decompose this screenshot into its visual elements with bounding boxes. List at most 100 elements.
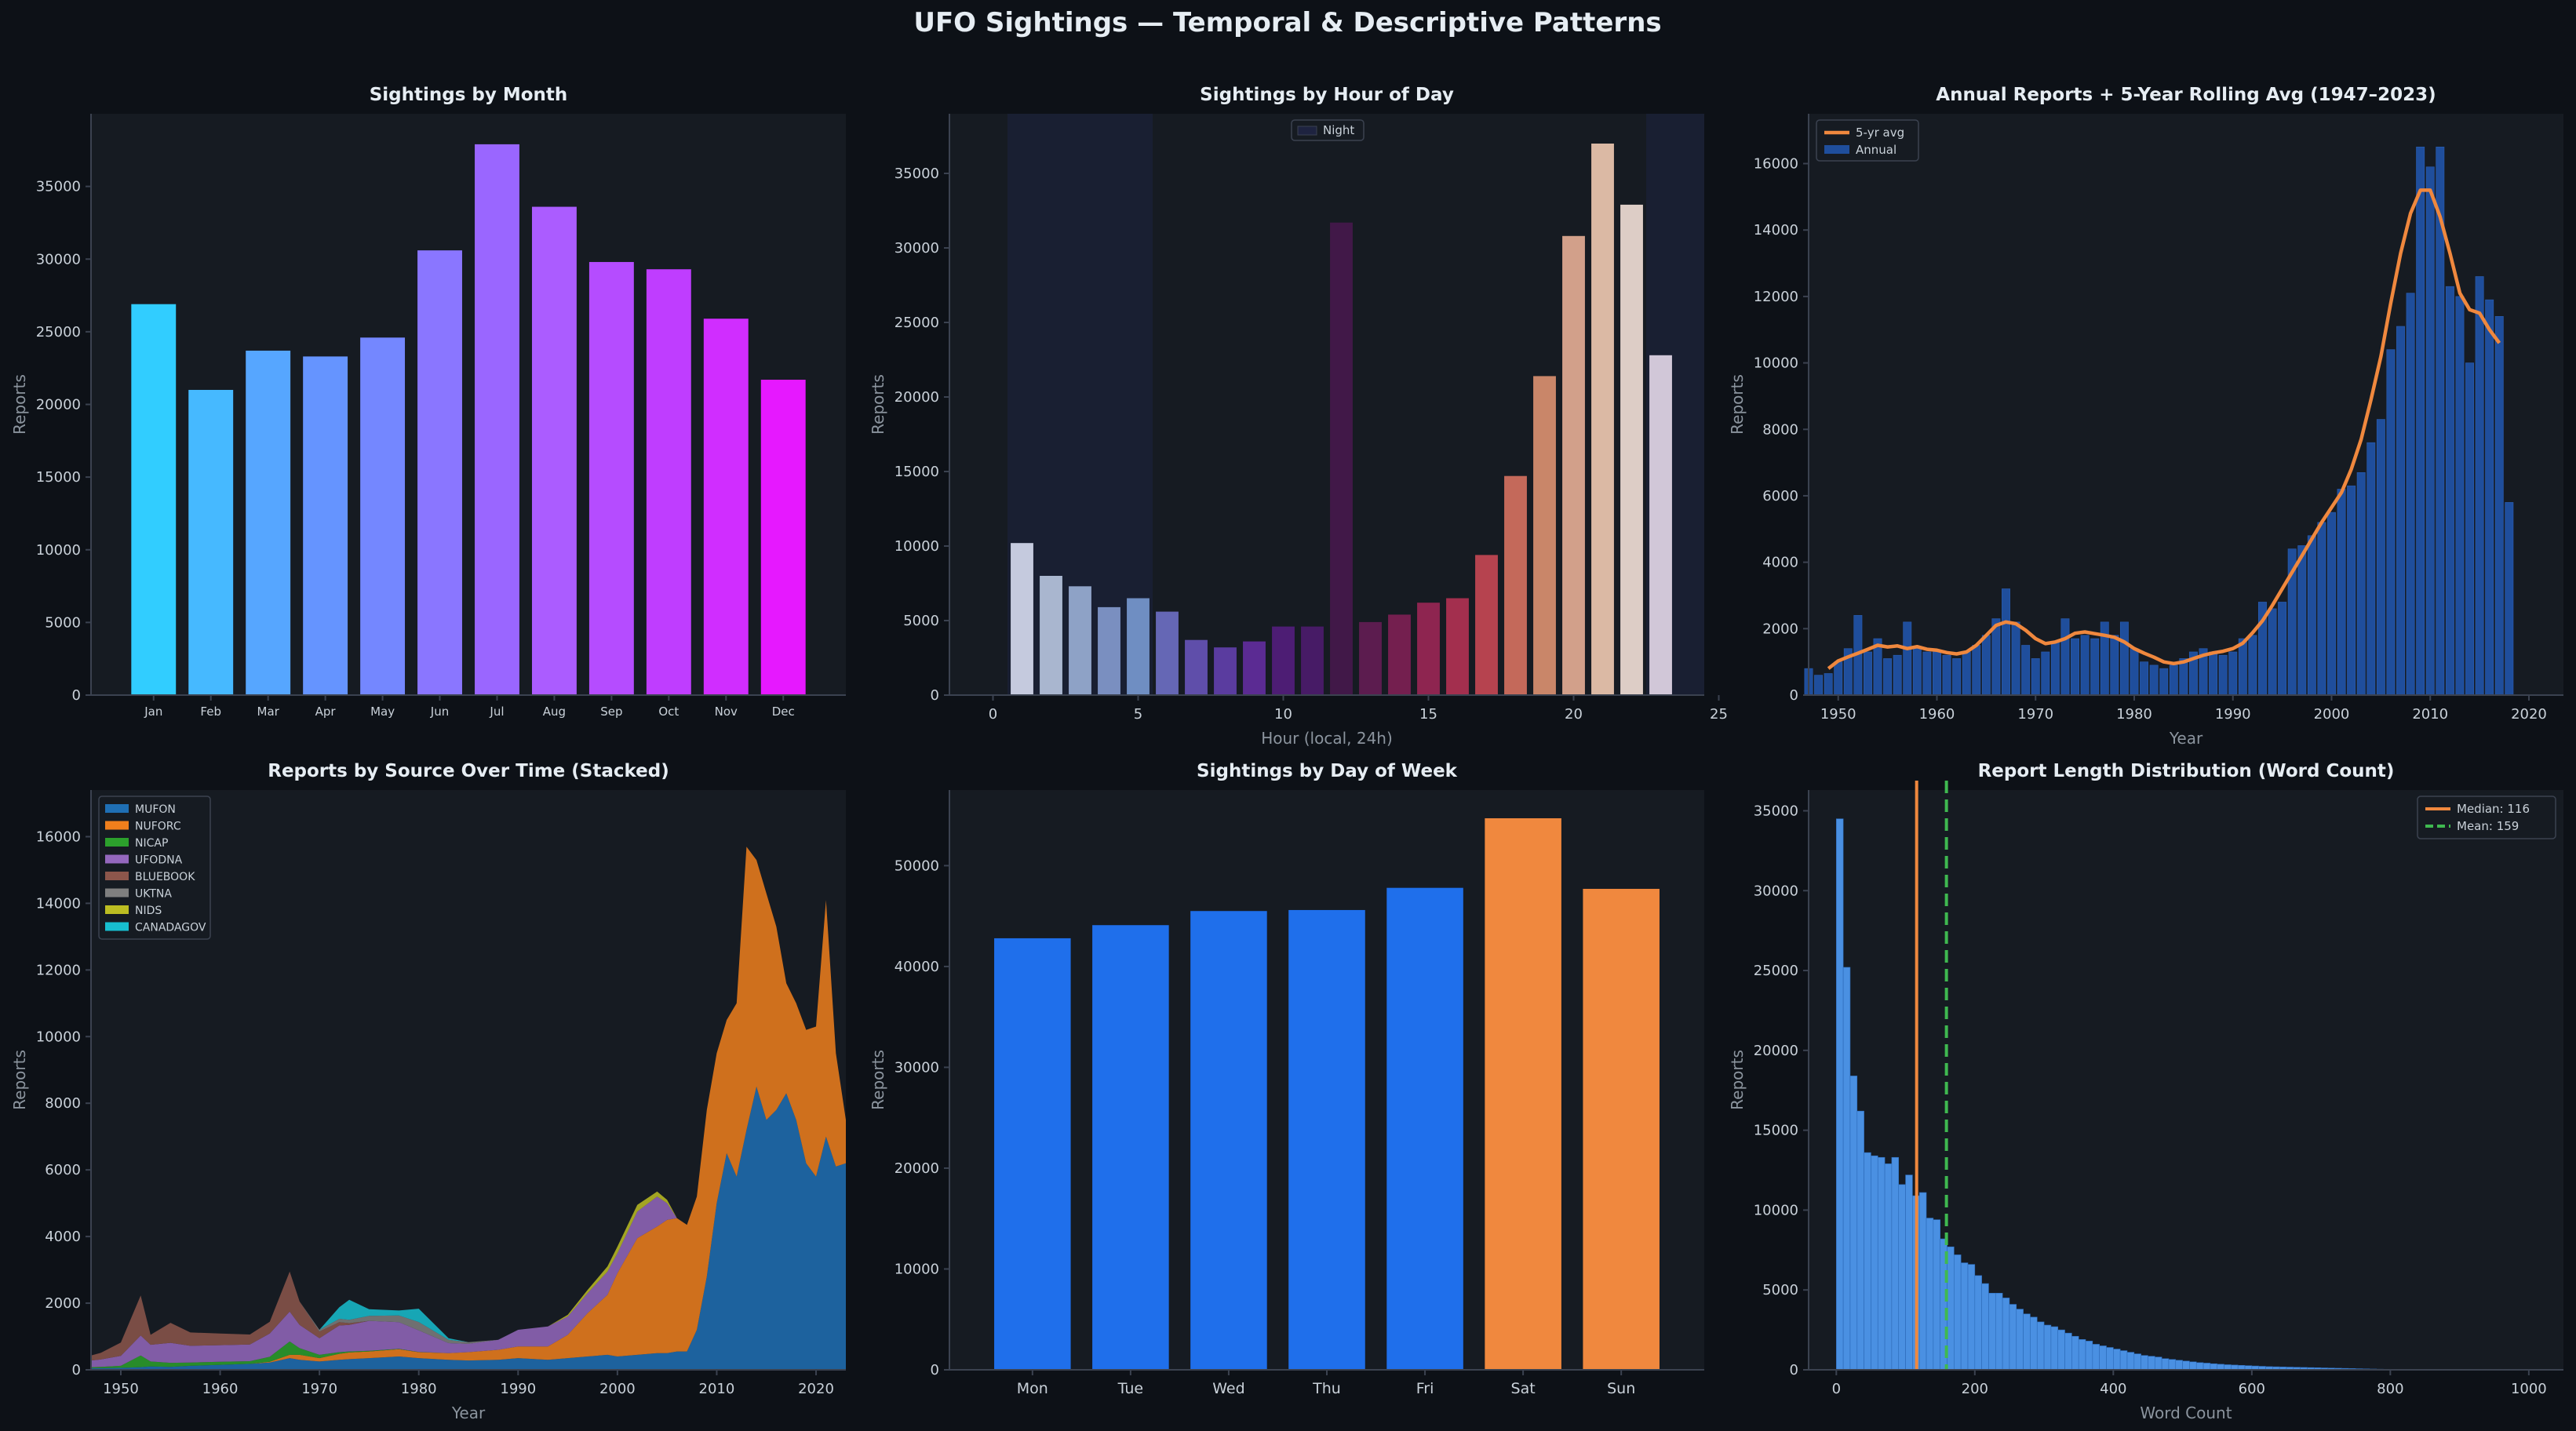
length-hist-bar (2099, 1345, 2107, 1371)
source-legend-swatch (105, 922, 129, 931)
month-ytick-label: 5000 (45, 614, 81, 631)
annual-bar (1912, 648, 1922, 696)
source-xtick-label: 1970 (301, 1381, 337, 1397)
source-legend-swatch (105, 854, 129, 864)
dow-bar (1288, 909, 1365, 1370)
length-hist-bar (2154, 1356, 2162, 1371)
month-ytick-label: 35000 (36, 179, 81, 195)
hour-bar (1446, 598, 1469, 695)
annual-bar (2485, 299, 2494, 696)
hour-bar (1533, 376, 1556, 695)
source-title: Reports by Source Over Time (Stacked) (268, 761, 669, 781)
dow-bar (1485, 817, 1561, 1370)
annual-bar (2130, 648, 2139, 696)
annual-xtick-label: 1980 (2116, 706, 2152, 723)
source-xtick-label: 2010 (699, 1381, 735, 1397)
hour-ytick-label: 0 (931, 687, 939, 704)
length-hist-bar (2085, 1341, 2093, 1371)
annual-bar (1903, 621, 1912, 696)
hour-bar (1388, 614, 1411, 695)
dow-xtick-label: Fri (1416, 1380, 1434, 1397)
annual-bar (1933, 651, 1941, 696)
annual-bar (2337, 489, 2346, 696)
dow-xtick-label: Tue (1117, 1380, 1143, 1397)
length-title: Report Length Distribution (Word Count) (1978, 761, 2395, 781)
annual-bar (2149, 665, 2159, 696)
source-ytick-label: 16000 (36, 828, 81, 845)
dow-xtick-label: Sun (1607, 1380, 1635, 1397)
source-legend-swatch (105, 821, 129, 830)
annual-ytick-label: 16000 (1754, 156, 1798, 173)
length-hist-bar (1988, 1292, 1996, 1371)
annual-bar (2110, 635, 2119, 696)
hour-bar (1649, 355, 1672, 695)
hour-bar (1127, 598, 1150, 695)
annual-bar (2071, 638, 2079, 696)
length-hist-bar (1918, 1192, 1927, 1371)
length-ytick-label: 0 (1790, 1362, 1798, 1378)
annual-bar (2228, 651, 2238, 696)
annual-bar (2011, 621, 2020, 696)
annual-bar (1893, 654, 1902, 696)
annual-bar (2218, 654, 2228, 696)
length-hist-bar (2016, 1309, 2024, 1371)
length-hist-bar (2050, 1326, 2059, 1371)
hour-title: Sightings by Hour of Day (1200, 85, 1454, 105)
annual-ytick-label: 4000 (1762, 555, 1798, 571)
source-xtick-label: 1960 (202, 1381, 239, 1397)
hour-ytick-label: 5000 (903, 613, 939, 629)
length-ytick-label: 30000 (1754, 883, 1798, 899)
chart-hour: Sightings by Hour of Day Reports Hour (loc… (869, 85, 1728, 748)
length-hist-bar (1836, 818, 1844, 1371)
annual-bar (2366, 442, 2376, 696)
chart-month: Sightings by Month Reports Jan Feb Mar Apr May… (10, 85, 846, 719)
length-ytick-label: 10000 (1754, 1202, 1798, 1218)
length-hist-bar (1877, 1156, 1886, 1371)
annual-xtick-label: 1990 (2215, 706, 2251, 723)
source-legend (98, 796, 211, 940)
annual-bar (2356, 472, 2366, 696)
hour-ytick-label: 10000 (894, 538, 939, 555)
dow-ytick-label: 0 (931, 1362, 939, 1378)
length-hist-bar (1898, 1184, 1906, 1371)
month-bar (475, 144, 519, 696)
annual-bar (1824, 673, 1833, 696)
annual-ytick-label: 0 (1790, 687, 1798, 704)
month-bar (703, 319, 749, 695)
source-xlabel: Year (451, 1404, 486, 1422)
annual-bar (2396, 326, 2405, 696)
hour-xtick-label: 5 (1134, 706, 1142, 723)
dow-xtick-label: Thu (1312, 1380, 1341, 1397)
dow-bar (1583, 888, 1660, 1370)
annual-xlabel: Year (2169, 729, 2203, 748)
hour-xlabel: Hour (local, 24h) (1261, 729, 1393, 748)
source-ytick-label: 0 (72, 1362, 81, 1378)
source-ytick-label: 2000 (45, 1295, 81, 1312)
hour-xtick-label: 0 (989, 706, 997, 723)
hour-xtick-label: 20 (1565, 706, 1583, 723)
annual-xtick-label: 1960 (1919, 706, 1955, 723)
length-hist-bar (1947, 1246, 1955, 1371)
length-legend-mean-label: Mean: 159 (2457, 819, 2519, 833)
annual-bar (1834, 661, 1843, 696)
source-legend-swatch (105, 905, 129, 914)
annual-bar (2021, 645, 2031, 696)
month-bar (646, 269, 691, 695)
length-hist-bar (2148, 1356, 2155, 1371)
dow-ylabel: Reports (869, 1050, 887, 1110)
hour-bar (1330, 222, 1353, 695)
month-bar (360, 337, 406, 695)
length-ytick-label: 20000 (1754, 1043, 1798, 1059)
charts: Sightings by Month Reports Jan Feb Mar Apr May… (10, 85, 2563, 1422)
annual-legend-bar-swatch (1824, 145, 1849, 154)
month-ytick-label: 25000 (36, 324, 81, 340)
annual-bar (2425, 166, 2435, 696)
dow-xtick-label: Mon (1017, 1380, 1048, 1397)
annual-bar (2209, 651, 2218, 696)
source-legend-label: NICAP (135, 837, 168, 850)
length-hist-bar (1954, 1254, 1962, 1371)
length-hist-bar (1864, 1152, 1871, 1371)
dow-bar (1386, 887, 1463, 1370)
annual-bar (2475, 276, 2484, 696)
annual-bar (2327, 512, 2336, 696)
